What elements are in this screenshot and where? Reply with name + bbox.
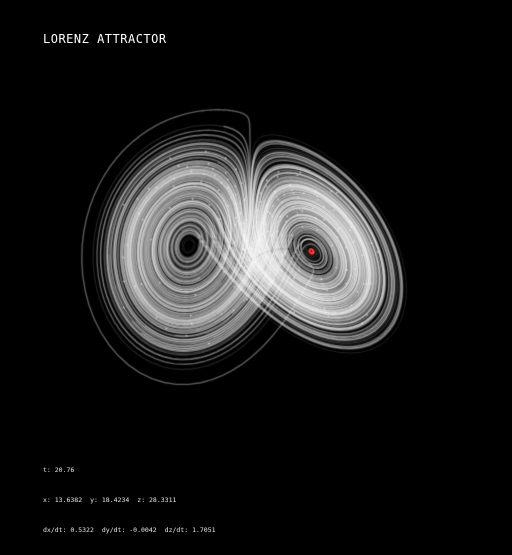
- page-title: LORENZ ATTRACTOR: [43, 32, 167, 46]
- attractor-plot: [0, 0, 512, 512]
- dz-value: dz/dt: 1.7051: [164, 526, 216, 534]
- dx-value: dx/dt: 0.5322: [43, 526, 94, 534]
- attractor-viewport[interactable]: LORENZ ATTRACTOR t: 20.76 x: 13.6382 y: 1…: [0, 0, 512, 534]
- derivative-readout: dx/dt: 0.5322 dy/dt: -0.0042 dz/dt: 1.7051: [43, 525, 216, 535]
- state-readout: t: 20.76 x: 13.6382 y: 18.4234 z: 28.3311 …: [43, 445, 216, 555]
- time-value: t: 20.76: [43, 466, 75, 474]
- z-value: z: 28.3311: [137, 496, 177, 504]
- time-readout: t: 20.76: [43, 465, 216, 475]
- y-value: y: 18.4234: [90, 496, 130, 504]
- dy-value: dy/dt: -0.0042: [101, 526, 157, 534]
- position-readout: x: 13.6382 y: 18.4234 z: 28.3311: [43, 495, 216, 505]
- x-value: x: 13.6382: [43, 496, 83, 504]
